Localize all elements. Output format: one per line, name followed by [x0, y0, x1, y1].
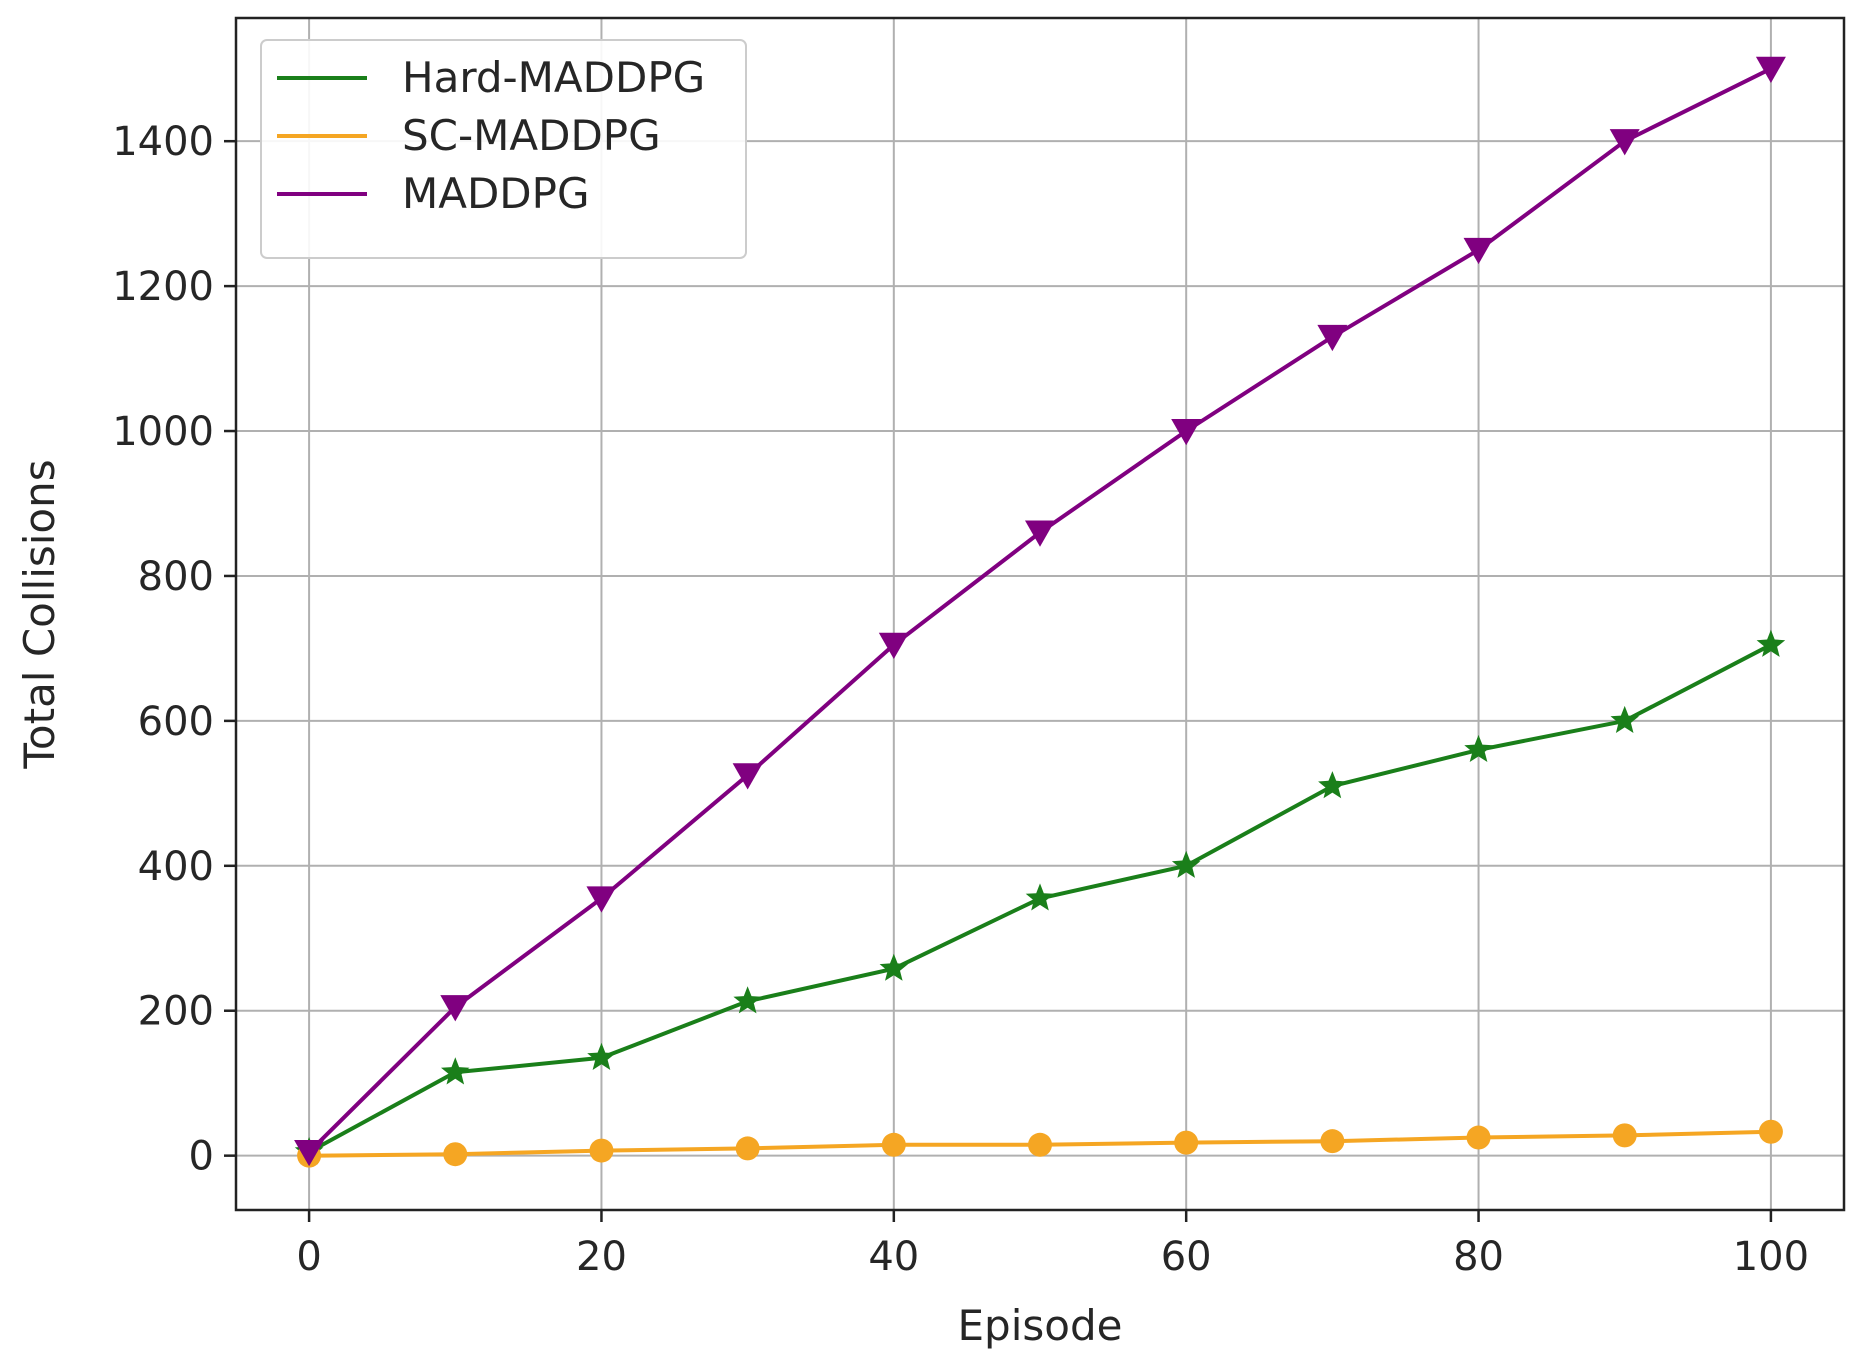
data-point — [1025, 883, 1055, 911]
data-point — [732, 763, 763, 790]
legend-box — [260, 39, 747, 259]
y-tick-label: 800 — [138, 554, 214, 600]
y-tick-label: 1200 — [112, 264, 214, 310]
plot-frame — [234, 16, 1846, 1212]
data-point — [1609, 129, 1640, 156]
data-point — [1464, 734, 1493, 762]
data-point — [1317, 324, 1348, 352]
x-tick-label: 0 — [296, 1234, 321, 1280]
data-point — [735, 1136, 760, 1161]
x-tick-label: 100 — [1733, 1234, 1809, 1280]
x-tick-label: 20 — [576, 1234, 627, 1280]
data-point — [294, 1140, 325, 1167]
data-point — [1025, 520, 1055, 547]
data-point — [1756, 629, 1786, 657]
data-point — [1318, 771, 1347, 799]
y-tick-label: 600 — [138, 699, 214, 745]
data-point — [1028, 1132, 1052, 1157]
data-point — [441, 1057, 470, 1085]
data-point — [1612, 1123, 1637, 1148]
y-tick-label: 0 — [189, 1134, 214, 1180]
data-point — [586, 886, 617, 913]
data-point — [587, 1042, 616, 1070]
y-tick-label: 200 — [138, 989, 214, 1035]
plot-series — [294, 56, 1786, 1168]
data-point — [733, 986, 762, 1014]
x-tick-label: 60 — [1161, 1234, 1212, 1280]
legend-label: MADDPG — [402, 169, 590, 218]
data-point — [1610, 705, 1639, 733]
series-group — [294, 56, 1786, 1167]
legend: Hard-MADDPG SC-MADDPG MADDPG — [260, 39, 747, 259]
x-axis-label: Episode — [958, 1301, 1123, 1350]
data-point — [1320, 1129, 1345, 1154]
data-point — [878, 632, 909, 660]
y-tick-label: 1000 — [112, 409, 214, 455]
data-point — [1174, 1130, 1199, 1155]
data-point — [1171, 419, 1202, 446]
y-tick-label: 400 — [138, 844, 214, 890]
data-point — [440, 995, 471, 1022]
data-point — [589, 1138, 614, 1163]
data-point — [1463, 237, 1494, 265]
x-tick-label: 80 — [1453, 1234, 1504, 1280]
x-tick-label: 40 — [868, 1234, 919, 1280]
data-point — [1466, 1125, 1491, 1150]
data-point — [1171, 850, 1201, 878]
legend-label: Hard-MADDPG — [402, 53, 705, 102]
data-point — [881, 1132, 906, 1157]
y-axis-label: Total Collisions — [15, 459, 64, 769]
y-tick-label: 1400 — [112, 119, 214, 165]
data-point — [443, 1142, 468, 1167]
grid — [236, 18, 1844, 1210]
legend-label: SC-MADDPG — [402, 111, 661, 160]
data-point — [879, 953, 909, 981]
data-point — [1755, 56, 1786, 83]
data-point — [1758, 1119, 1783, 1144]
